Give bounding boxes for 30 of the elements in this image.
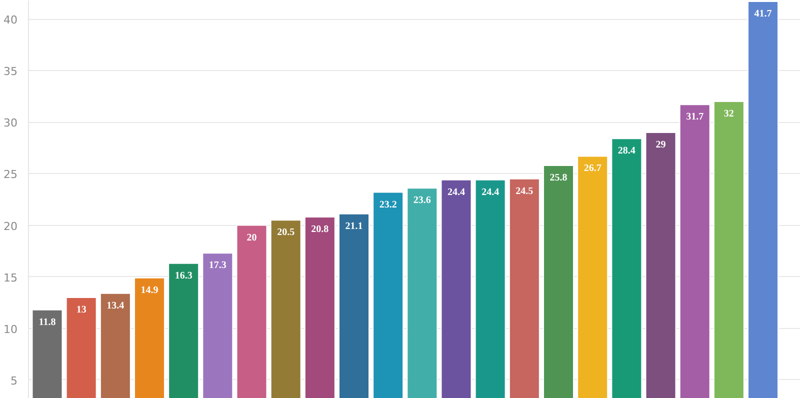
- data-label: 14.9: [140, 284, 158, 296]
- data-label: 20.5: [277, 227, 295, 238]
- y-tick-label: 5: [10, 374, 18, 388]
- data-label: 25.8: [550, 172, 568, 184]
- data-label: 23.6: [413, 195, 431, 206]
- data-label: 23.2: [379, 199, 397, 210]
- data-label: 20: [246, 232, 257, 244]
- data-label: 13.4: [106, 300, 124, 312]
- y-tick-label: 35: [4, 65, 18, 78]
- data-label: 41.7: [754, 8, 772, 20]
- data-label: 31.7: [686, 112, 704, 123]
- data-label: 24.4: [448, 186, 466, 198]
- data-label: 13: [76, 304, 86, 316]
- data-label: 17.3: [208, 260, 226, 272]
- data-label: 24.4: [482, 186, 500, 198]
- y-tick-label: 20: [4, 220, 18, 233]
- y-tick-label: 15: [4, 271, 18, 284]
- data-label: 26.7: [584, 163, 602, 174]
- data-label: 21.1: [345, 220, 363, 232]
- data-label: 32: [724, 108, 734, 120]
- data-label: 20.8: [311, 224, 329, 236]
- data-label: 11.8: [38, 316, 56, 328]
- data-label: 24.5: [516, 186, 534, 197]
- data-label: 29: [656, 139, 666, 150]
- y-tick-label: 40: [4, 14, 18, 27]
- y-tick-label: 10: [4, 322, 18, 336]
- data-label: 28.4: [618, 146, 636, 157]
- y-tick-label: 30: [4, 116, 18, 130]
- data-label: 16.3: [174, 270, 192, 282]
- y-tick-label: 25: [4, 168, 18, 182]
